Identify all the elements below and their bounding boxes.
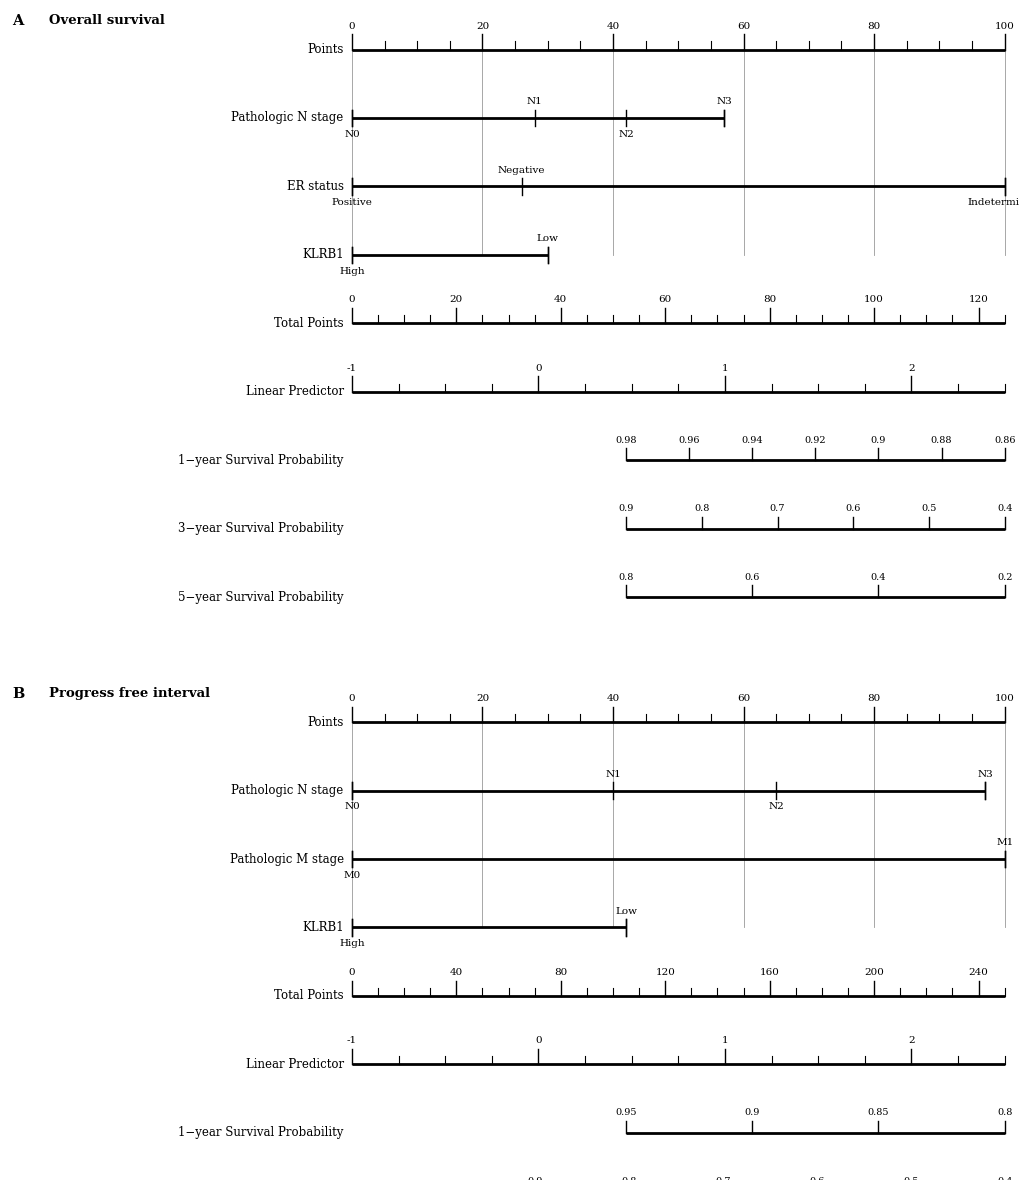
Text: 1: 1 (720, 363, 728, 373)
Text: 0.9: 0.9 (527, 1176, 542, 1180)
Text: 40: 40 (606, 694, 619, 703)
Text: 120: 120 (654, 968, 675, 977)
Text: 2: 2 (907, 363, 914, 373)
Text: High: High (338, 267, 365, 276)
Text: 0.94: 0.94 (741, 435, 762, 445)
Text: 0.6: 0.6 (744, 572, 759, 582)
Text: High: High (338, 939, 365, 949)
Text: Linear Predictor: Linear Predictor (246, 385, 343, 399)
Text: 0.98: 0.98 (614, 435, 636, 445)
Text: ER status: ER status (286, 179, 343, 194)
Text: Linear Predictor: Linear Predictor (246, 1057, 343, 1071)
Text: Negative: Negative (497, 165, 545, 175)
Text: 80: 80 (762, 295, 775, 304)
Text: N1: N1 (604, 769, 621, 779)
Text: 0.4: 0.4 (870, 572, 886, 582)
Text: 0.5: 0.5 (902, 1176, 917, 1180)
Text: 0.9: 0.9 (744, 1108, 759, 1117)
Text: Total Points: Total Points (274, 989, 343, 1003)
Text: 0.88: 0.88 (930, 435, 952, 445)
Text: B: B (12, 687, 24, 701)
Text: 100: 100 (863, 295, 883, 304)
Text: 100: 100 (994, 694, 1014, 703)
Text: 120: 120 (968, 295, 987, 304)
Text: 0.6: 0.6 (808, 1176, 823, 1180)
Text: Pathologic M stage: Pathologic M stage (229, 852, 343, 866)
Text: 80: 80 (553, 968, 567, 977)
Text: 3−year Survival Probability: 3−year Survival Probability (178, 522, 343, 536)
Text: Progress free interval: Progress free interval (49, 687, 210, 700)
Text: 100: 100 (994, 21, 1014, 31)
Text: Overall survival: Overall survival (49, 14, 165, 27)
Text: Indeterminate: Indeterminate (966, 198, 1019, 208)
Text: M0: M0 (343, 871, 360, 880)
Text: KLRB1: KLRB1 (302, 248, 343, 262)
Text: 0: 0 (348, 694, 355, 703)
Text: 20: 20 (449, 295, 463, 304)
Text: N2: N2 (767, 802, 784, 812)
Text: 40: 40 (449, 968, 463, 977)
Text: 200: 200 (863, 968, 883, 977)
Text: 2: 2 (907, 1036, 914, 1045)
Text: 1−year Survival Probability: 1−year Survival Probability (178, 1126, 343, 1140)
Text: 0.8: 0.8 (618, 572, 633, 582)
Text: 0.8: 0.8 (996, 1108, 1012, 1117)
Text: Low: Low (536, 234, 558, 243)
Text: 0.6: 0.6 (845, 504, 860, 513)
Text: -1: -1 (346, 363, 357, 373)
Text: 0.7: 0.7 (714, 1176, 730, 1180)
Text: 0: 0 (348, 21, 355, 31)
Text: 0.2: 0.2 (996, 572, 1012, 582)
Text: KLRB1: KLRB1 (302, 920, 343, 935)
Text: 0: 0 (348, 295, 355, 304)
Text: A: A (12, 14, 23, 28)
Text: 0.9: 0.9 (618, 504, 633, 513)
Text: 5−year Survival Probability: 5−year Survival Probability (178, 590, 343, 604)
Text: 160: 160 (759, 968, 779, 977)
Text: N0: N0 (343, 802, 360, 812)
Text: 240: 240 (968, 968, 987, 977)
Text: N2: N2 (618, 130, 634, 139)
Text: 0.8: 0.8 (621, 1176, 636, 1180)
Text: M1: M1 (996, 838, 1012, 847)
Text: 0.5: 0.5 (920, 504, 935, 513)
Text: 0.92: 0.92 (804, 435, 825, 445)
Text: 1: 1 (720, 1036, 728, 1045)
Text: 0: 0 (535, 363, 541, 373)
Text: 0.8: 0.8 (694, 504, 709, 513)
Text: 60: 60 (737, 21, 749, 31)
Text: 40: 40 (606, 21, 619, 31)
Text: Pathologic N stage: Pathologic N stage (231, 784, 343, 798)
Text: Total Points: Total Points (274, 316, 343, 330)
Text: 0.95: 0.95 (614, 1108, 636, 1117)
Text: 0.9: 0.9 (870, 435, 886, 445)
Text: Positive: Positive (331, 198, 372, 208)
Text: 20: 20 (476, 21, 488, 31)
Text: N0: N0 (343, 130, 360, 139)
Text: N3: N3 (976, 769, 993, 779)
Text: N1: N1 (526, 97, 542, 106)
Text: 0.85: 0.85 (867, 1108, 889, 1117)
Text: 0.86: 0.86 (993, 435, 1015, 445)
Text: Points: Points (307, 715, 343, 729)
Text: 0.7: 0.7 (769, 504, 785, 513)
Text: 0: 0 (348, 968, 355, 977)
Text: 60: 60 (658, 295, 672, 304)
Text: 0.96: 0.96 (678, 435, 699, 445)
Text: 0: 0 (535, 1036, 541, 1045)
Text: 80: 80 (867, 694, 879, 703)
Text: 40: 40 (553, 295, 567, 304)
Text: 1−year Survival Probability: 1−year Survival Probability (178, 453, 343, 467)
Text: N3: N3 (715, 97, 732, 106)
Text: Pathologic N stage: Pathologic N stage (231, 111, 343, 125)
Text: 60: 60 (737, 694, 749, 703)
Text: 80: 80 (867, 21, 879, 31)
Text: Low: Low (614, 906, 637, 916)
Text: 0.4: 0.4 (996, 504, 1012, 513)
Text: 0.4: 0.4 (996, 1176, 1012, 1180)
Text: Points: Points (307, 42, 343, 57)
Text: -1: -1 (346, 1036, 357, 1045)
Text: 20: 20 (476, 694, 488, 703)
